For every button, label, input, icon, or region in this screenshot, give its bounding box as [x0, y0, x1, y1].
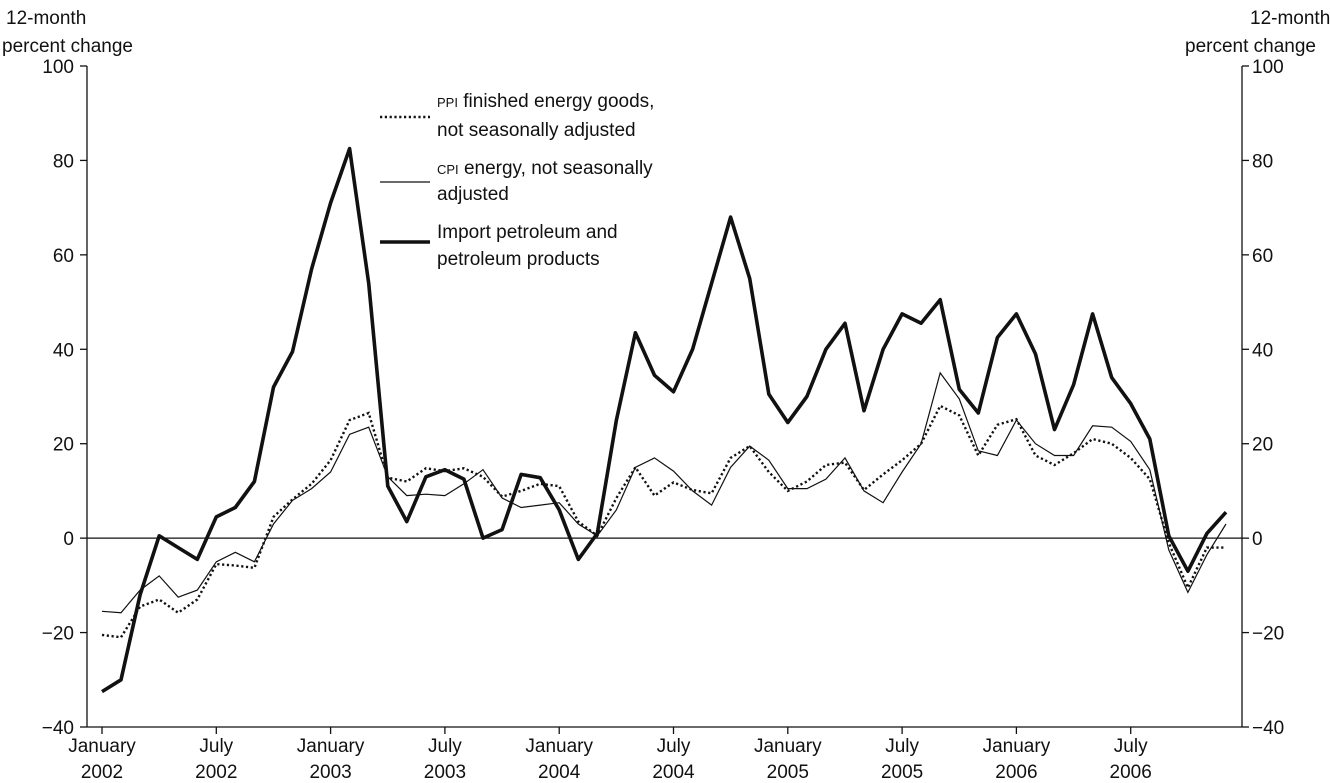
y-tick-label-left: 40 — [53, 340, 74, 361]
x-tick-label-month: July — [885, 736, 919, 757]
y-tick-label-right: 60 — [1252, 246, 1273, 267]
legend-label-1-line1: PPI finished energy goods, — [437, 91, 654, 112]
y-tick-label-right: 0 — [1252, 529, 1263, 550]
x-tick-label-year: 2004 — [538, 762, 581, 783]
series-line-2 — [101, 371, 1227, 614]
x-tick-label-year: 2003 — [309, 762, 351, 783]
y-tick-label-left: 20 — [53, 435, 74, 456]
x-tick-label-month: January — [754, 736, 822, 757]
y-tick-label-left: 60 — [53, 246, 74, 267]
y-tick-label-left: 100 — [42, 57, 74, 78]
left-axis-label-line1: 12-month — [6, 8, 86, 29]
y-tick-label-right: 80 — [1252, 151, 1273, 172]
axes-group — [86, 66, 1243, 728]
x-tick-label-year: 2004 — [652, 762, 695, 783]
y-tick-label-right: 40 — [1252, 340, 1273, 361]
y-tick-label-left: 80 — [53, 151, 74, 172]
y-tick-label-left: 0 — [63, 529, 74, 550]
x-tick-label-year: 2002 — [81, 762, 123, 783]
x-tick-label-month: January — [297, 736, 365, 757]
x-tick-label-year: 2006 — [1110, 762, 1152, 783]
legend: PPI finished energy goods, not seasonally… — [380, 91, 654, 270]
series-line-3 — [101, 146, 1228, 694]
x-tick-label-month: July — [657, 736, 691, 757]
right-axis-label-line2: percent change — [1185, 36, 1316, 57]
series-line-1 — [101, 404, 1226, 639]
legend-label-3-line1: Import petroleum and — [437, 222, 618, 243]
x-tick-label-year: 2006 — [995, 762, 1037, 783]
y-tick-label-right: 20 — [1252, 435, 1273, 456]
legend-label-2-line1: CPI energy, not seasonally — [437, 158, 653, 179]
x-tick-label-year: 2005 — [881, 762, 923, 783]
x-tick-label-month: July — [199, 736, 233, 757]
x-tick-label-month: January — [983, 736, 1051, 757]
legend-label-3-line2: petroleum products — [437, 249, 600, 270]
series-group — [101, 146, 1228, 694]
x-tick-label-month: January — [525, 736, 593, 757]
y-tick-label-right: −40 — [1252, 718, 1284, 739]
legend-label-1-line2: not seasonally adjusted — [437, 120, 636, 141]
left-axis-label-line2: percent change — [2, 36, 133, 57]
y-tick-label-left: −40 — [42, 718, 74, 739]
legend-label-2-line2: adjusted — [437, 184, 509, 205]
right-axis-label-line1: 12-month — [1250, 8, 1330, 29]
x-tick-label-year: 2005 — [767, 762, 809, 783]
x-tick-label-year: 2002 — [195, 762, 237, 783]
y-tick-label-left: −20 — [42, 624, 74, 645]
y-tick-label-right: −20 — [1252, 624, 1284, 645]
x-tick-label-month: July — [1114, 736, 1148, 757]
x-tick-label-year: 2003 — [424, 762, 466, 783]
x-tick-label-month: July — [428, 736, 462, 757]
y-tick-label-right: 100 — [1252, 57, 1284, 78]
x-tick-label-month: January — [68, 736, 136, 757]
